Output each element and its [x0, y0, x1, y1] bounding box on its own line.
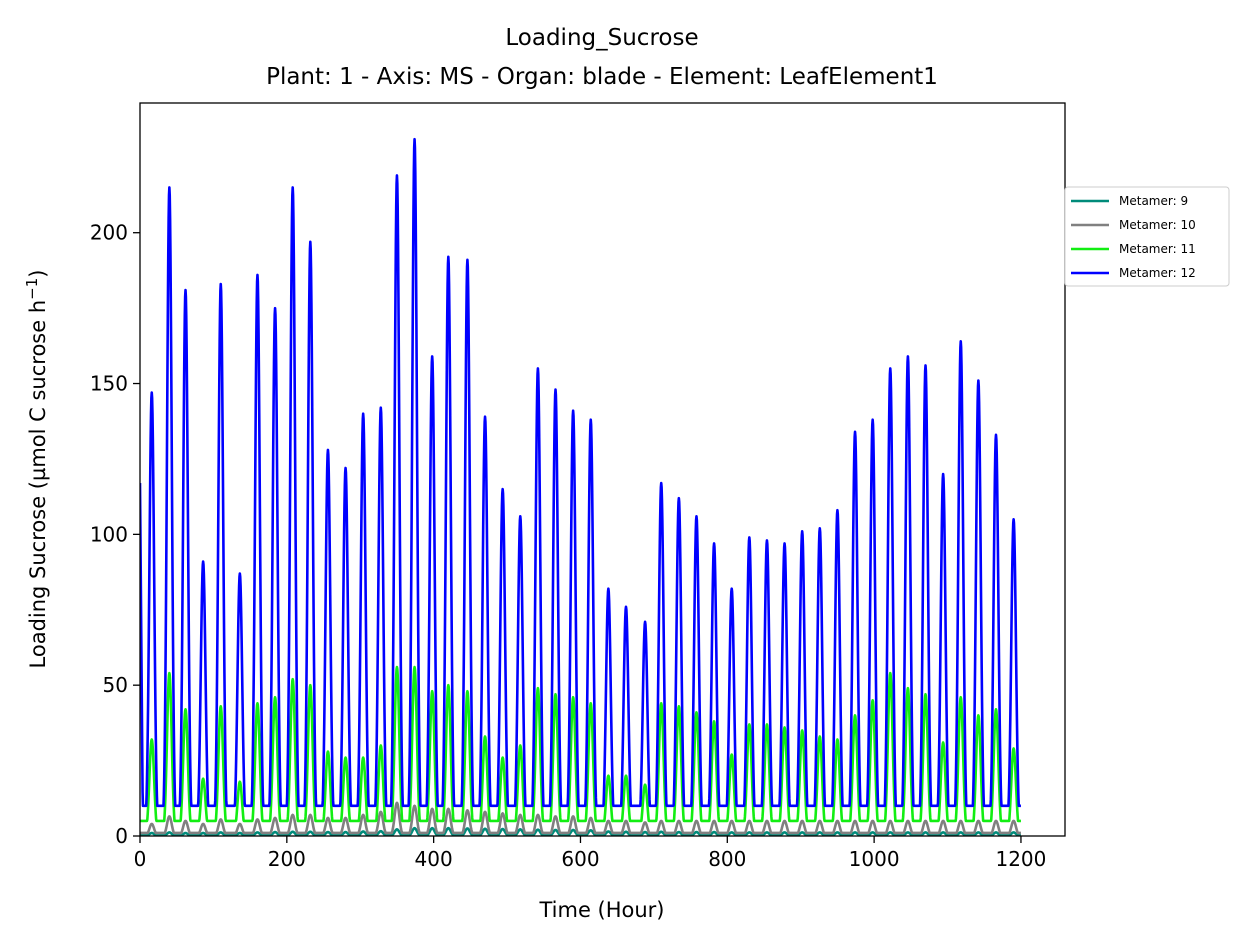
- y-tick-label: 150: [90, 372, 128, 396]
- x-tick-label: 600: [561, 847, 599, 871]
- y-axis-label-suffix: ): [26, 270, 50, 278]
- x-axis-label: Time (Hour): [538, 898, 664, 922]
- legend-label: Metamer: 9: [1119, 194, 1188, 208]
- legend: Metamer: 9 Metamer: 10 Metamer: 11 Metamer:…: [1065, 187, 1229, 286]
- x-tick-label: 200: [268, 847, 306, 871]
- chart-title: Loading_Sucrose: [505, 25, 698, 51]
- y-axis-label-main: Loading Sucrose (µmol C sucrose h: [26, 300, 50, 669]
- x-tick-label: 0: [134, 847, 147, 871]
- x-tick-label: 1200: [995, 847, 1046, 871]
- x-tick-label: 400: [415, 847, 453, 871]
- y-tick-label: 0: [115, 824, 128, 848]
- y-tick-label: 100: [90, 522, 128, 546]
- y-axis-label-superscript: −1: [23, 278, 41, 300]
- x-tick-label: 800: [708, 847, 746, 871]
- legend-label: Metamer: 10: [1119, 218, 1196, 232]
- y-axis-label: Loading Sucrose (µmol C sucrose h−1): [23, 270, 50, 669]
- y-tick-label: 50: [103, 673, 128, 697]
- chart-subtitle: Plant: 1 - Axis: MS - Organ: blade - Ele…: [266, 64, 938, 90]
- legend-label: Metamer: 11: [1119, 242, 1196, 256]
- legend-label: Metamer: 12: [1119, 266, 1196, 280]
- x-tick-label: 1000: [849, 847, 900, 871]
- y-tick-label: 200: [90, 221, 128, 245]
